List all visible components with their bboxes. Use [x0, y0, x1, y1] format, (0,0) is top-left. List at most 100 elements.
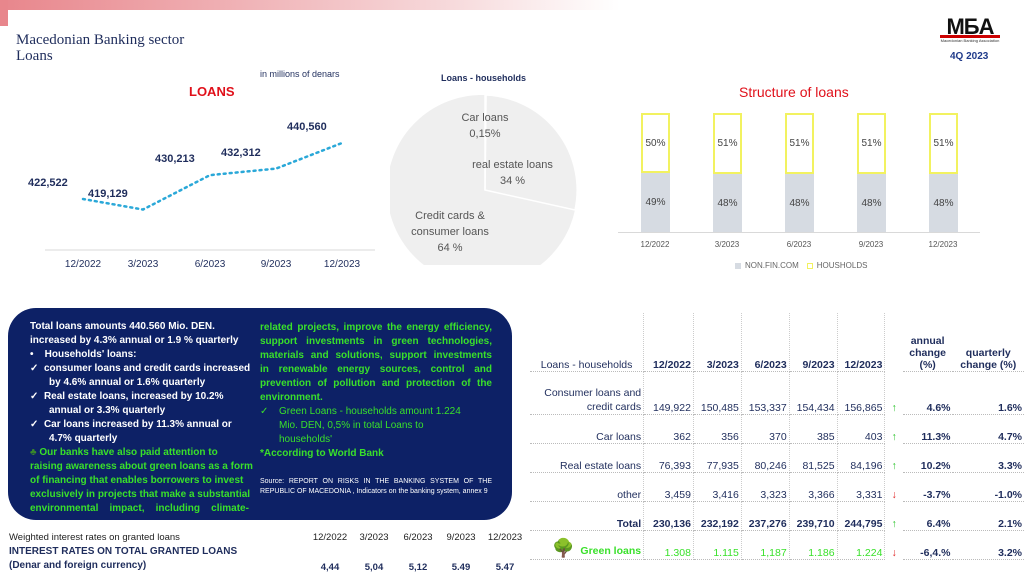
world-bank-note: *According to World Bank — [260, 448, 384, 459]
rates-subtitle: (Denar and foreign currency) — [9, 560, 147, 571]
bar-households: 51% — [713, 113, 742, 175]
tree-icon: 🌳 — [552, 537, 575, 558]
trend-up-icon: ↑ — [891, 518, 897, 530]
row-value: 237,276 — [741, 501, 790, 531]
bar-legend: NON.FIN.COM HOUSHOLDS — [735, 261, 867, 270]
summary-right: related projects, improve the energy eff… — [260, 321, 492, 461]
row-value: 244,795 — [837, 501, 886, 531]
green-line: Our banks have also paid attention to — [39, 447, 218, 458]
green-line: of financing that enables borrowers to i… — [30, 475, 244, 486]
rates-value: 5,12 — [408, 562, 428, 573]
row-label: Consumer loans and credit cards — [530, 371, 645, 415]
pie-slice-car — [484, 95, 487, 191]
table-header-cell: 9/2023 — [789, 313, 838, 372]
pie-label-consumer-value: 64 % — [437, 242, 463, 254]
annual-change: -6,4.% — [902, 530, 953, 560]
bar-x-tick: 12/2023 — [928, 240, 958, 249]
row-value: 3,366 — [789, 472, 838, 502]
bar-households: 51% — [929, 113, 958, 175]
bar-nonfin: 49% — [641, 173, 670, 232]
line-data-label: 422,522 — [28, 177, 68, 189]
green-line: households' — [279, 434, 333, 445]
rates-value: 5,04 — [364, 562, 384, 573]
annual-change: 11.3% — [902, 414, 953, 444]
row-label-text: Total — [616, 517, 642, 530]
trend-down-icon: ↓ — [891, 489, 897, 501]
annual-change: -3.7% — [902, 472, 953, 502]
header-decoration-corner — [0, 0, 8, 26]
row-value: 153,337 — [741, 371, 790, 415]
row-label: Total — [530, 501, 645, 531]
check-icon: ✓ — [260, 406, 269, 417]
table-header-cell: quarterly change (%) — [952, 313, 1024, 372]
title-line-2: Loans — [16, 48, 53, 64]
row-value: 403 — [837, 414, 886, 444]
row-label-text: Green loans — [580, 544, 642, 557]
row-value: 81,525 — [789, 443, 838, 473]
summary-line: Real estate loans, increased by 10.2% — [43, 391, 224, 402]
logo-mark: MБA — [946, 14, 994, 39]
rates-title: INTEREST RATES ON TOTAL GRANTED LOANS — [9, 546, 238, 557]
row-value: 232,192 — [693, 501, 742, 531]
green-text: ♣ Our banks have also paid attention to — [30, 446, 260, 460]
trend-down-icon: ↓ — [891, 547, 897, 559]
trend-up-icon: ↑ — [891, 460, 897, 472]
green-line: environmental impact, including climate- — [30, 503, 249, 514]
summary-box — [8, 308, 512, 520]
bar-households: 50% — [641, 113, 670, 174]
table-header-cell: 12/2022 — [643, 313, 694, 372]
row-label: 🌳 Green loans — [530, 530, 645, 560]
quarterly-change: 4.7% — [952, 414, 1024, 444]
pie-label-consumer-name: Credit cards & consumer loans — [411, 210, 489, 238]
row-label-text: Real estate loans — [559, 459, 642, 472]
bar-nonfin: 48% — [713, 174, 742, 232]
pie-slice-consumer — [390, 95, 575, 265]
rates-period: 3/2023 — [359, 532, 389, 543]
trend-up-icon: ↑ — [891, 402, 897, 414]
page-title: Macedonian Banking sector Loans — [16, 32, 184, 64]
green-line: Green Loans - households amount 1.224 — [279, 406, 461, 417]
row-value: 239,710 — [789, 501, 838, 531]
quarterly-change: -1.0% — [952, 472, 1024, 502]
quarter-label: 4Q 2023 — [950, 51, 989, 62]
green-line: Mio. DEN, 0,5% in total Loans to — [279, 420, 424, 431]
green-line: materials and solutions, support investm… — [260, 350, 492, 361]
legend-swatch-households — [806, 262, 813, 269]
row-value: 149,922 — [643, 371, 694, 415]
pie-label-car: Car loans 0,15% — [430, 110, 540, 142]
table-header-cell — [885, 313, 903, 371]
table-header-cell: 12/2023 — [837, 313, 886, 372]
summary-line: Total loans amounts 440.560 Mio. DEN. — [30, 321, 215, 332]
rates-value: 5.47 — [495, 562, 515, 573]
annual-change: 6.4% — [902, 501, 953, 531]
legend-nonfin: NON.FIN.COM — [745, 261, 799, 270]
quarterly-change: 1.6% — [952, 371, 1024, 415]
legend-households: HOUSHOLDS — [816, 261, 868, 270]
loans-line — [81, 141, 344, 211]
summary-line: by 4.6% annual or 1.6% quarterly — [49, 377, 206, 388]
line-chart-subtitle: in millions of denars — [260, 69, 340, 79]
bar-nonfin: 48% — [857, 174, 886, 232]
row-label-text: other — [617, 488, 642, 501]
header-decoration — [0, 0, 620, 10]
row-value: 84,196 — [837, 443, 886, 473]
annual-change: 4.6% — [902, 371, 953, 415]
green-line: in renewable energy sources, control and — [260, 364, 492, 375]
line-chart — [45, 141, 375, 251]
title-line-1: Macedonian Banking sector — [16, 32, 185, 48]
mba-logo: MБA Macedonian Banking Association — [940, 14, 1000, 43]
row-value: 1.224 — [837, 530, 886, 560]
row-label: other — [530, 472, 645, 502]
row-value: 1.186 — [789, 530, 838, 560]
logo-bar — [940, 35, 1000, 38]
line-data-label: 432,312 — [221, 146, 261, 159]
row-label-text: Car loans — [596, 430, 642, 443]
line-x-tick: 9/2023 — [260, 259, 292, 270]
table-row: Car loans 362 356 370 385 403 ↑ 11.3% 4.7% — [530, 414, 1024, 444]
bar-nonfin: 48% — [929, 174, 958, 232]
summary-check: ✓ consumer loans and credit cards increa… — [30, 363, 251, 374]
summary-check: ✓ Car loans increased by 11.3% annual or — [30, 419, 232, 430]
summary-line: consumer loans and credit cards increase… — [43, 363, 251, 374]
pie-slice-real-estate — [484, 95, 578, 211]
bar-x-tick: 9/2023 — [858, 240, 884, 249]
